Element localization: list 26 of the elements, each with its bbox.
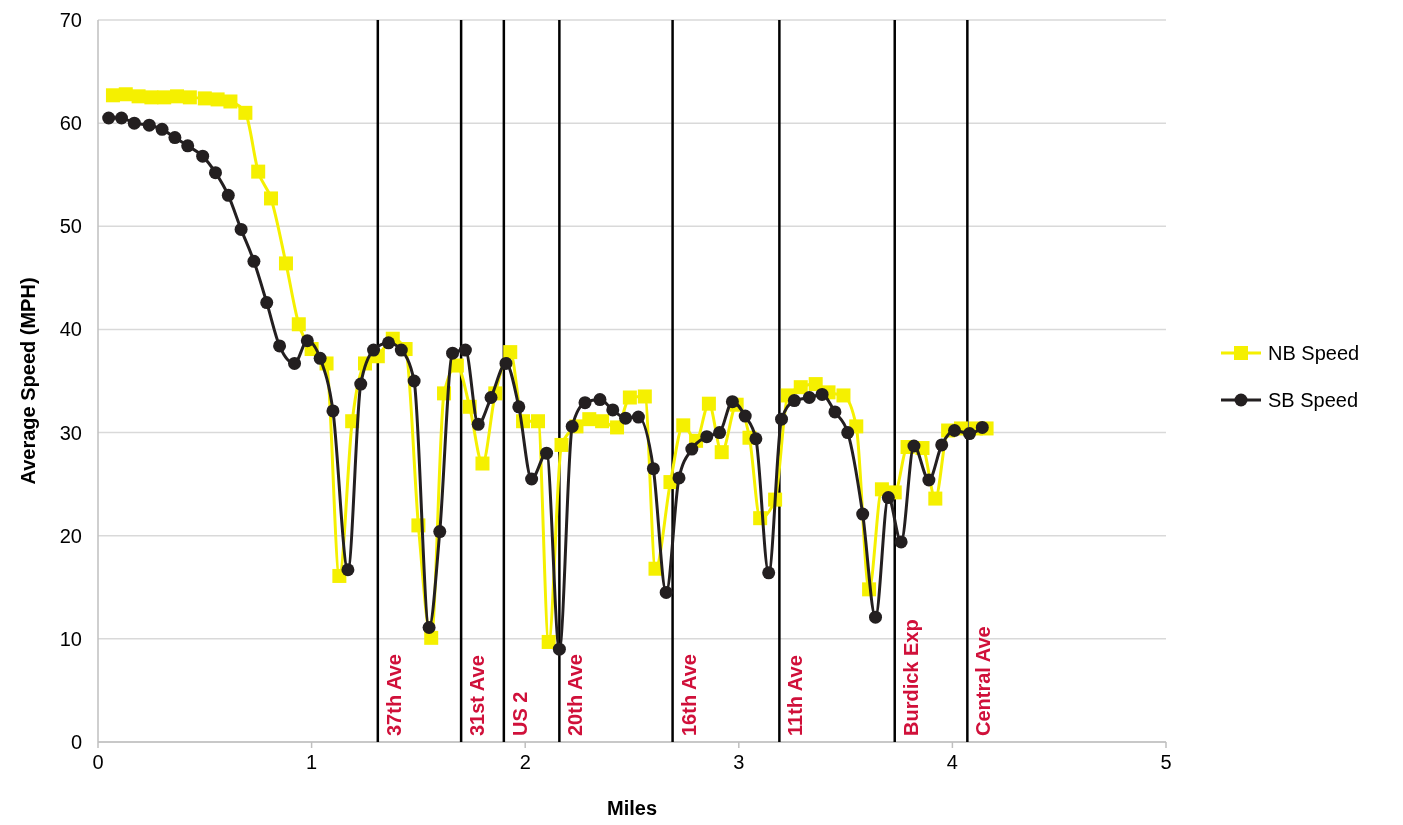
x-tick-label: 1 [306,751,318,773]
y-tick-label: 30 [59,421,82,444]
x-axis-title: Miles [606,797,658,819]
x-tick-label: 2 [519,751,531,773]
y-tick-label: 10 [59,627,82,650]
y-tick-label: 40 [59,318,82,341]
ref-line-label: 37th Ave [382,654,405,736]
y-tick-label: 70 [59,9,82,31]
x-tick-label: 0 [92,751,104,773]
ref-line-label: Central Ave [972,626,995,736]
y-tick-label: 20 [59,524,82,547]
ref-line-label: US 2 [508,691,531,736]
ref-line-label: Burdick Exp [899,619,922,736]
legend-label: SB Speed [1268,389,1359,411]
x-tick-label: 4 [946,751,958,773]
ref-line-label: 20th Ave [564,654,587,736]
legend-label: NB Speed [1268,342,1360,364]
x-tick-label: 3 [733,751,745,773]
y-tick-label: 50 [59,215,82,238]
ref-line-label: 16th Ave [677,654,700,736]
y-tick-label: 0 [70,731,82,753]
x-tick-label: 5 [1160,751,1172,773]
y-tick-label: 60 [59,112,82,135]
y-axis-title: Average Speed (MPH) [17,277,39,485]
ref-line-label: 31st Ave [466,655,489,736]
ref-line-label: 11th Ave [784,655,807,736]
